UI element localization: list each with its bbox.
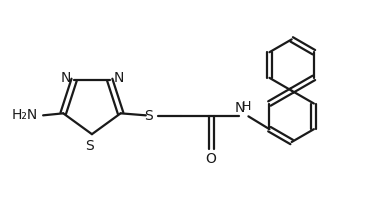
Text: H: H bbox=[241, 100, 251, 113]
Text: N: N bbox=[60, 71, 71, 85]
Text: S: S bbox=[144, 109, 153, 123]
Text: H₂N: H₂N bbox=[12, 108, 38, 122]
Text: N: N bbox=[234, 101, 244, 115]
Text: O: O bbox=[206, 152, 217, 166]
Text: N: N bbox=[113, 71, 124, 85]
Text: S: S bbox=[86, 139, 94, 153]
